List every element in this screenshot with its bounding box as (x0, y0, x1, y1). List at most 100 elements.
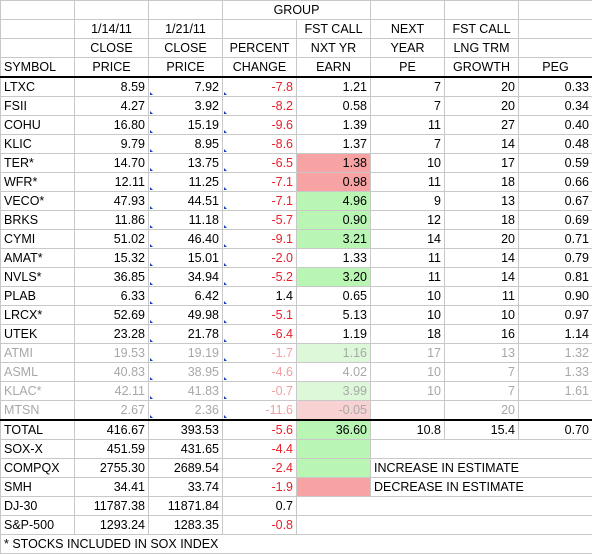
close-price-cell[interactable]: 40.83 (75, 363, 149, 382)
pe-cell[interactable]: 7 (371, 97, 445, 116)
close-price-cell[interactable]: 34.41 (75, 478, 149, 497)
percent-change-cell[interactable]: -5.6 (223, 420, 297, 440)
peg-cell[interactable]: 0.97 (519, 306, 592, 325)
legend-increase-label[interactable]: INCREASE IN ESTIMATE (371, 459, 592, 478)
header-cell[interactable]: 1/21/11 (149, 20, 223, 39)
peg-cell[interactable]: 1.33 (519, 363, 592, 382)
header-cell[interactable]: FST CALL (297, 20, 371, 39)
pe-cell[interactable]: 11 (371, 268, 445, 287)
close-price-cell[interactable]: 11.18 (149, 211, 223, 230)
peg-cell[interactable]: 1.32 (519, 344, 592, 363)
close-price-cell[interactable]: 11.86 (75, 211, 149, 230)
close-price-cell[interactable]: 2.36 (149, 401, 223, 421)
growth-cell[interactable]: 14 (445, 249, 519, 268)
header-cell[interactable]: PRICE (149, 58, 223, 78)
earnings-cell[interactable]: 1.16 (297, 344, 371, 363)
earnings-cell[interactable]: -0.05 (297, 401, 371, 421)
growth-cell[interactable]: 18 (445, 211, 519, 230)
close-price-cell[interactable]: 2.67 (75, 401, 149, 421)
peg-cell[interactable]: 0.90 (519, 287, 592, 306)
legend-decrease-label[interactable]: DECREASE IN ESTIMATE (371, 478, 592, 497)
growth-cell[interactable]: 14 (445, 135, 519, 154)
close-price-cell[interactable]: 1293.24 (75, 516, 149, 535)
close-price-cell[interactable]: 23.28 (75, 325, 149, 344)
close-price-cell[interactable]: 9.79 (75, 135, 149, 154)
close-price-cell[interactable]: 416.67 (75, 420, 149, 440)
peg-cell[interactable]: 1.14 (519, 325, 592, 344)
close-price-cell[interactable]: 21.78 (149, 325, 223, 344)
pe-cell[interactable]: 17 (371, 344, 445, 363)
percent-change-cell[interactable]: -6.4 (223, 325, 297, 344)
earnings-cell[interactable]: 3.20 (297, 268, 371, 287)
close-price-cell[interactable]: 2755.30 (75, 459, 149, 478)
close-price-cell[interactable]: 393.53 (149, 420, 223, 440)
symbol-cell[interactable]: ASML (1, 363, 75, 382)
close-price-cell[interactable]: 41.83 (149, 382, 223, 401)
symbol-cell[interactable]: TER* (1, 154, 75, 173)
close-price-cell[interactable]: 8.59 (75, 77, 149, 97)
pe-cell[interactable]: 11 (371, 173, 445, 192)
percent-change-cell[interactable]: -2.0 (223, 249, 297, 268)
close-price-cell[interactable]: 19.19 (149, 344, 223, 363)
symbol-cell[interactable]: S&P-500 (1, 516, 75, 535)
group-header[interactable]: GROUP (223, 1, 371, 20)
percent-change-cell[interactable]: -1.9 (223, 478, 297, 497)
symbol-cell[interactable]: COMPQX (1, 459, 75, 478)
peg-cell[interactable]: 0.48 (519, 135, 592, 154)
close-price-cell[interactable]: 13.75 (149, 154, 223, 173)
close-price-cell[interactable]: 4.27 (75, 97, 149, 116)
pe-cell[interactable]: 9 (371, 192, 445, 211)
header-cell[interactable]: FST CALL (445, 20, 519, 39)
close-price-cell[interactable]: 52.69 (75, 306, 149, 325)
percent-change-cell[interactable]: -7.1 (223, 173, 297, 192)
percent-change-cell[interactable]: -4.4 (223, 440, 297, 459)
symbol-cell[interactable]: CYMI (1, 230, 75, 249)
pe-cell[interactable]: 10 (371, 363, 445, 382)
percent-change-cell[interactable]: -7.1 (223, 192, 297, 211)
symbol-cell[interactable]: KLIC (1, 135, 75, 154)
symbol-cell[interactable]: LTXC (1, 77, 75, 97)
legend-decrease-swatch[interactable] (297, 478, 371, 497)
close-price-cell[interactable]: 3.92 (149, 97, 223, 116)
growth-cell[interactable]: 20 (445, 97, 519, 116)
percent-change-cell[interactable]: -7.8 (223, 77, 297, 97)
pe-cell[interactable]: 11 (371, 249, 445, 268)
peg-cell[interactable]: 0.71 (519, 230, 592, 249)
symbol-cell[interactable]: COHU (1, 116, 75, 135)
header-cell[interactable]: LNG TRM (445, 39, 519, 58)
earnings-cell[interactable]: 1.39 (297, 116, 371, 135)
percent-change-cell[interactable]: -5.1 (223, 306, 297, 325)
growth-cell[interactable]: 15.4 (445, 420, 519, 440)
earnings-cell[interactable]: 4.02 (297, 363, 371, 382)
symbol-cell[interactable]: PLAB (1, 287, 75, 306)
earnings-cell[interactable]: 3.21 (297, 230, 371, 249)
close-price-cell[interactable]: 33.74 (149, 478, 223, 497)
header-cell[interactable]: GROWTH (445, 58, 519, 78)
pe-cell[interactable]: 10 (371, 306, 445, 325)
close-price-cell[interactable]: 42.11 (75, 382, 149, 401)
pe-cell[interactable]: 10 (371, 382, 445, 401)
pe-cell[interactable]: 11 (371, 116, 445, 135)
legend-increase-swatch[interactable] (297, 440, 371, 459)
header-cell[interactable]: PEG (519, 58, 592, 78)
percent-change-cell[interactable]: 0.7 (223, 497, 297, 516)
growth-cell[interactable]: 13 (445, 192, 519, 211)
close-price-cell[interactable]: 47.93 (75, 192, 149, 211)
earnings-cell[interactable]: 1.33 (297, 249, 371, 268)
close-price-cell[interactable]: 36.85 (75, 268, 149, 287)
close-price-cell[interactable]: 51.02 (75, 230, 149, 249)
pe-cell[interactable]: 18 (371, 325, 445, 344)
earnings-cell[interactable]: 1.38 (297, 154, 371, 173)
pe-cell[interactable] (371, 401, 445, 421)
close-price-cell[interactable]: 44.51 (149, 192, 223, 211)
growth-cell[interactable]: 20 (445, 77, 519, 97)
header-cell[interactable]: PRICE (75, 58, 149, 78)
header-cell[interactable] (223, 20, 297, 39)
growth-cell[interactable]: 16 (445, 325, 519, 344)
close-price-cell[interactable]: 38.95 (149, 363, 223, 382)
symbol-cell[interactable]: AMAT* (1, 249, 75, 268)
growth-cell[interactable]: 14 (445, 268, 519, 287)
close-price-cell[interactable]: 11871.84 (149, 497, 223, 516)
close-price-cell[interactable]: 6.33 (75, 287, 149, 306)
percent-change-cell[interactable]: -6.5 (223, 154, 297, 173)
